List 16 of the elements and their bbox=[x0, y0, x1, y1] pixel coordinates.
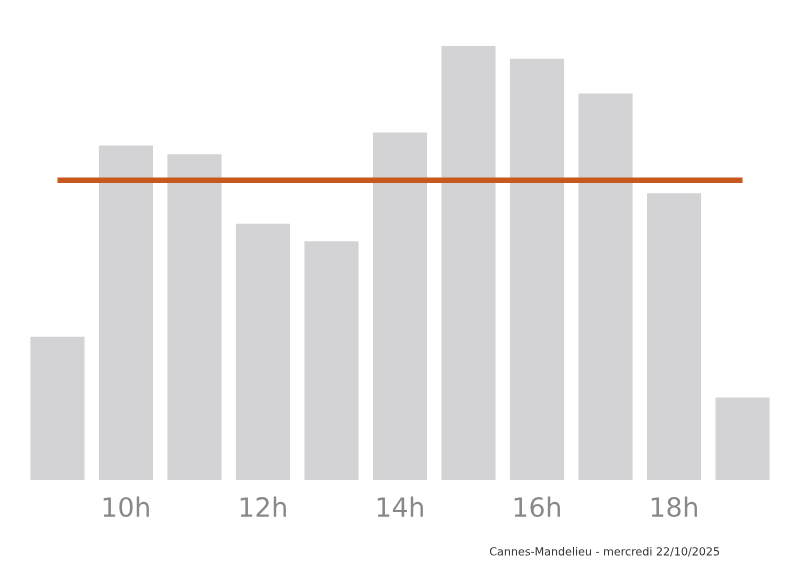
x-tick-label: 18h bbox=[651, 496, 697, 517]
x-tick-label: 16h bbox=[514, 496, 560, 517]
bar bbox=[578, 93, 633, 480]
x-tick-label: 14h bbox=[377, 496, 423, 517]
bar bbox=[167, 154, 222, 480]
bar bbox=[372, 132, 428, 480]
x-tick-label: 10h bbox=[103, 496, 149, 517]
bar bbox=[715, 397, 770, 480]
bar bbox=[235, 223, 291, 480]
bar bbox=[509, 58, 565, 480]
bar bbox=[646, 193, 702, 480]
bar bbox=[30, 336, 85, 480]
bar bbox=[98, 145, 154, 480]
bar bbox=[304, 241, 359, 480]
x-tick-label: 12h bbox=[240, 496, 286, 517]
bar bbox=[441, 45, 496, 480]
